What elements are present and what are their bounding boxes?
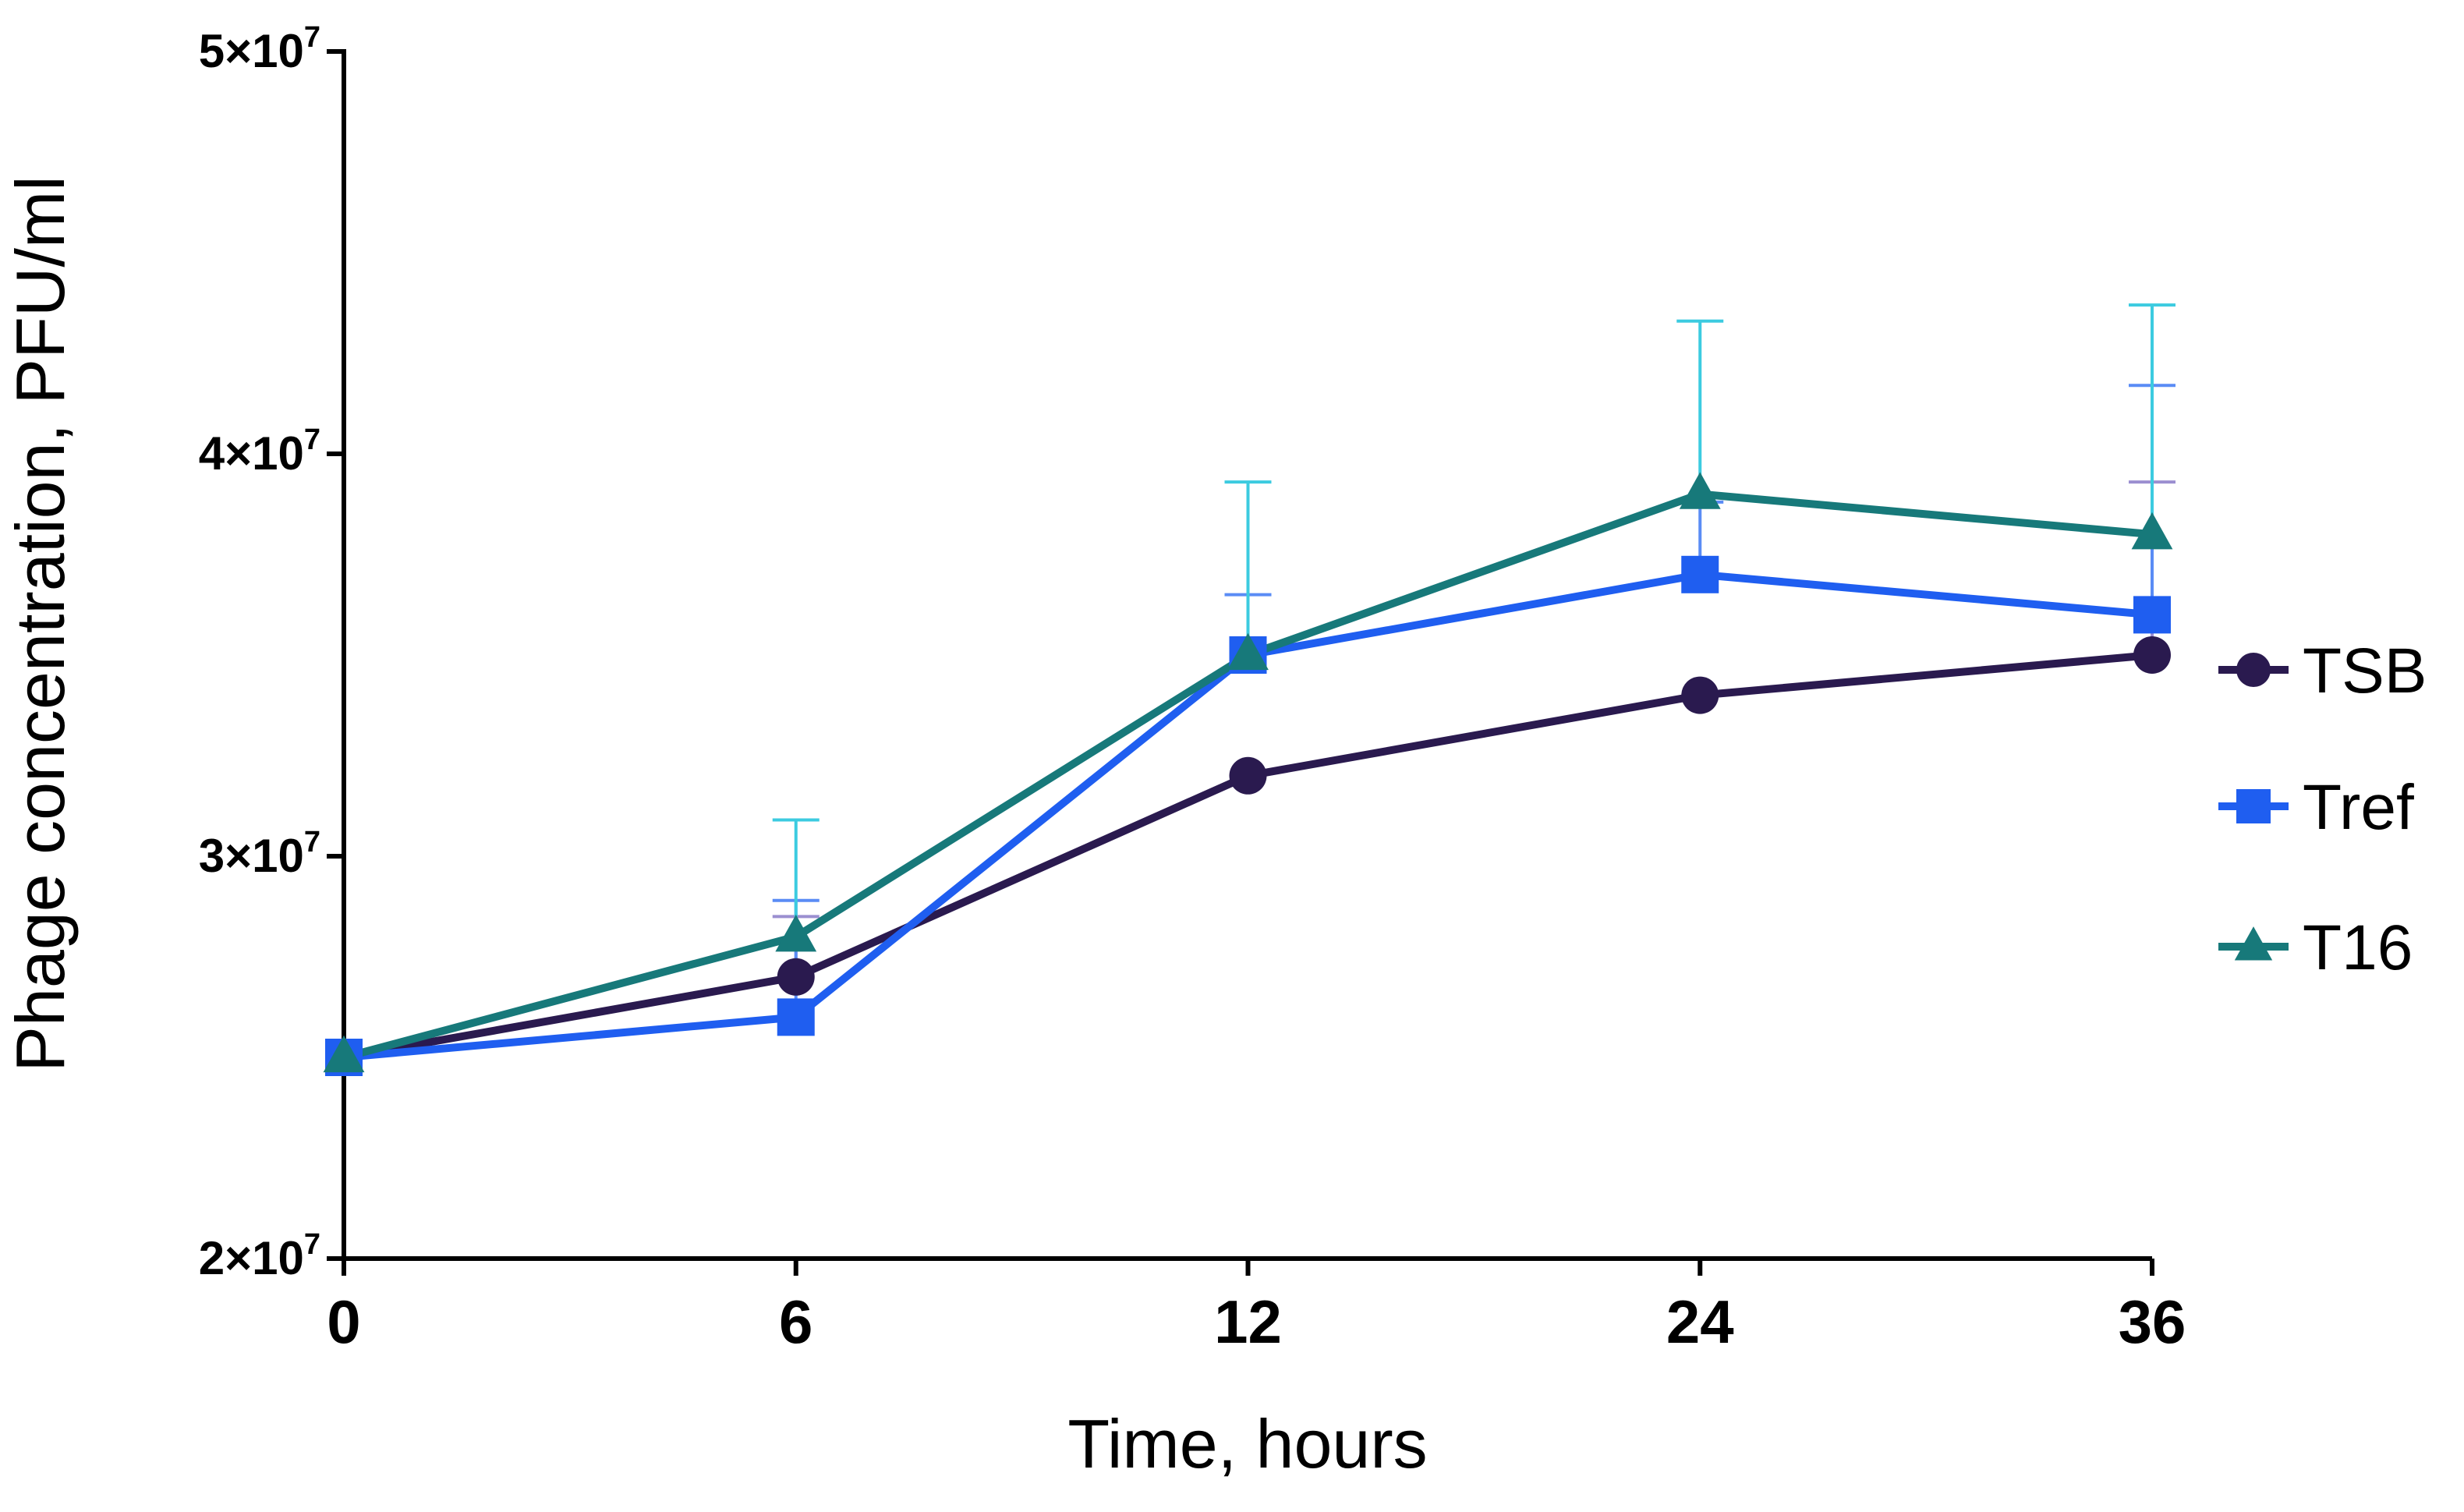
data-point-t16 xyxy=(323,1035,365,1073)
legend-marker-tref xyxy=(2236,789,2271,823)
legend-label-tsb: TSB xyxy=(2303,636,2427,706)
legend-marker-t16 xyxy=(2234,926,2273,961)
data-point-t16 xyxy=(1227,632,1269,671)
error-bars xyxy=(772,303,2175,1018)
data-point-tsb xyxy=(1681,676,1719,714)
y-axis-ticks: 2×107 3×107 4×107 5×107 xyxy=(199,21,344,1284)
legend-label-t16: T16 xyxy=(2303,912,2413,983)
y-axis-title: Phage concentration, PFU/ml xyxy=(2,175,79,1071)
y-tick-label: 3×107 xyxy=(199,826,320,882)
x-tick-label: 24 xyxy=(1666,1287,1734,1356)
legend-marker-tsb xyxy=(2236,653,2271,687)
x-axis-title: Time, hours xyxy=(1067,1405,1427,1482)
series-markers xyxy=(323,472,2173,1076)
x-axis-ticks: 0 6 12 24 36 xyxy=(327,1259,2186,1356)
data-point-tsb xyxy=(1229,756,1267,795)
x-tick-label: 6 xyxy=(779,1287,812,1356)
data-point-t16 xyxy=(1679,472,1721,509)
y-tick-label: 5×107 xyxy=(199,21,320,77)
x-tick-label: 12 xyxy=(1214,1287,1282,1356)
x-tick-label: 0 xyxy=(327,1287,360,1356)
x-tick-label: 36 xyxy=(2119,1287,2186,1356)
y-tick-label: 4×107 xyxy=(199,423,320,480)
legend-label-tref: Tref xyxy=(2303,772,2414,843)
y-tick-label: 2×107 xyxy=(199,1228,320,1284)
data-point-tref xyxy=(1681,555,1719,593)
data-point-tsb xyxy=(2133,636,2171,674)
data-point-t16 xyxy=(775,914,817,952)
data-point-tref xyxy=(777,998,815,1036)
data-point-tref xyxy=(2133,596,2171,634)
data-point-t16 xyxy=(2131,512,2173,550)
data-point-tsb xyxy=(777,958,815,996)
series-line-tsb xyxy=(343,651,2153,1061)
legend: TSB Tref T16 xyxy=(2218,636,2427,983)
